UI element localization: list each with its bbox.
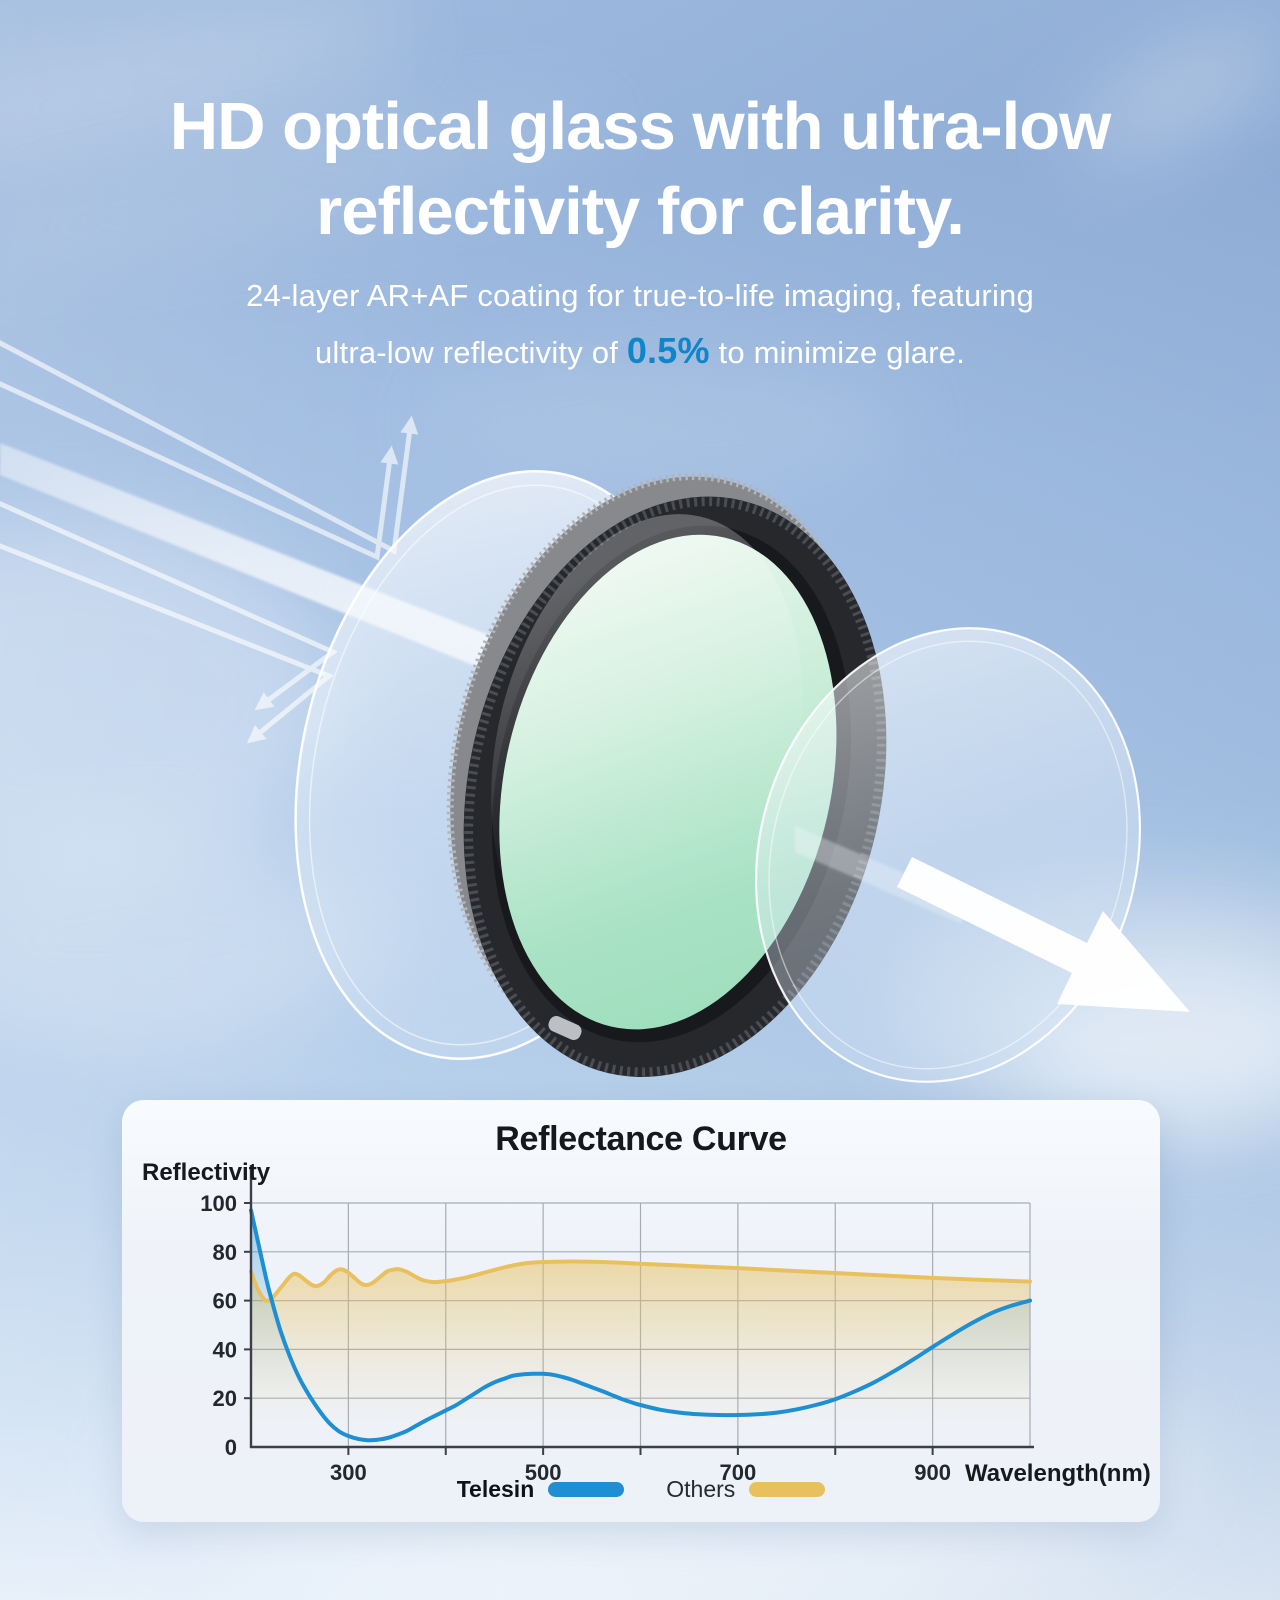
- page-title: HD optical glass with ultra-low reflecti…: [0, 84, 1280, 254]
- telesin-curve: [249, 1208, 1032, 1443]
- x-tick-label: 900: [914, 1460, 951, 1485]
- reflected-light-arrows: [0, 340, 419, 744]
- legend-swatch-others-icon: [749, 1482, 826, 1497]
- chart-legend: Telesin Others: [122, 1476, 1160, 1503]
- legend-label-others: Others: [666, 1476, 736, 1502]
- others-curve: [249, 1259, 1032, 1303]
- y-tick-label: 80: [213, 1240, 237, 1265]
- subtitle-highlight: 0.5%: [626, 329, 710, 371]
- reflected-arrow-down-icon: [0, 500, 338, 711]
- subtitle-line2-prefix: ultra-low reflectivity of: [314, 334, 627, 370]
- y-tick-label: 60: [213, 1289, 237, 1314]
- cloud: [420, 360, 920, 480]
- x-tick-label: 700: [720, 1460, 757, 1485]
- legend-item-others: Others: [666, 1476, 826, 1503]
- page-title-line2: reflectivity for clarity.: [316, 174, 965, 250]
- reflectance-chart-card: Reflectance Curve 0 20 40 60 80 100 300 500 700 9…: [122, 1100, 1160, 1522]
- legend-item-telesin: Telesin: [457, 1476, 625, 1503]
- reflected-arrow-up-icon: [0, 340, 419, 555]
- transmitted-light-arrow: [897, 857, 1190, 1012]
- chart-title: Reflectance Curve: [495, 1120, 787, 1158]
- y-tick-label: 20: [213, 1386, 237, 1411]
- y-tick-label: 0: [225, 1435, 237, 1460]
- subtitle-line1: 24-layer AR+AF coating for true-to-life …: [246, 278, 1034, 313]
- x-axis-title: Wavelength(nm): [965, 1460, 1151, 1487]
- reflected-arrow-up-icon: [0, 381, 399, 561]
- y-tick-label: 40: [213, 1337, 237, 1362]
- x-tick-label: 300: [330, 1460, 367, 1485]
- legend-swatch-telesin-icon: [548, 1482, 625, 1497]
- ring-clip-detail: [548, 1016, 582, 1040]
- rear-glass-disc: [754, 627, 1142, 1083]
- legend-label-telesin: Telesin: [456, 1476, 535, 1502]
- y-tick-label: 100: [200, 1191, 237, 1216]
- subtitle-line2: ultra-low reflectivity of 0.5% to minimi…: [0, 322, 1280, 381]
- page-title-line1: HD optical glass with ultra-low: [169, 89, 1112, 164]
- page-subtitle: 24-layer AR+AF coating for true-to-life …: [0, 271, 1280, 380]
- reflected-arrow-down-icon: [0, 543, 334, 744]
- y-axis-title: Reflectivity: [142, 1159, 271, 1186]
- subtitle-line2-suffix: to minimize glare.: [709, 334, 966, 370]
- reflectance-chart-plot: 0 20 40 60 80 100 300 500 700 900 Reflectivity Wave…: [142, 1159, 1151, 1487]
- x-tick-label: 500: [525, 1460, 562, 1485]
